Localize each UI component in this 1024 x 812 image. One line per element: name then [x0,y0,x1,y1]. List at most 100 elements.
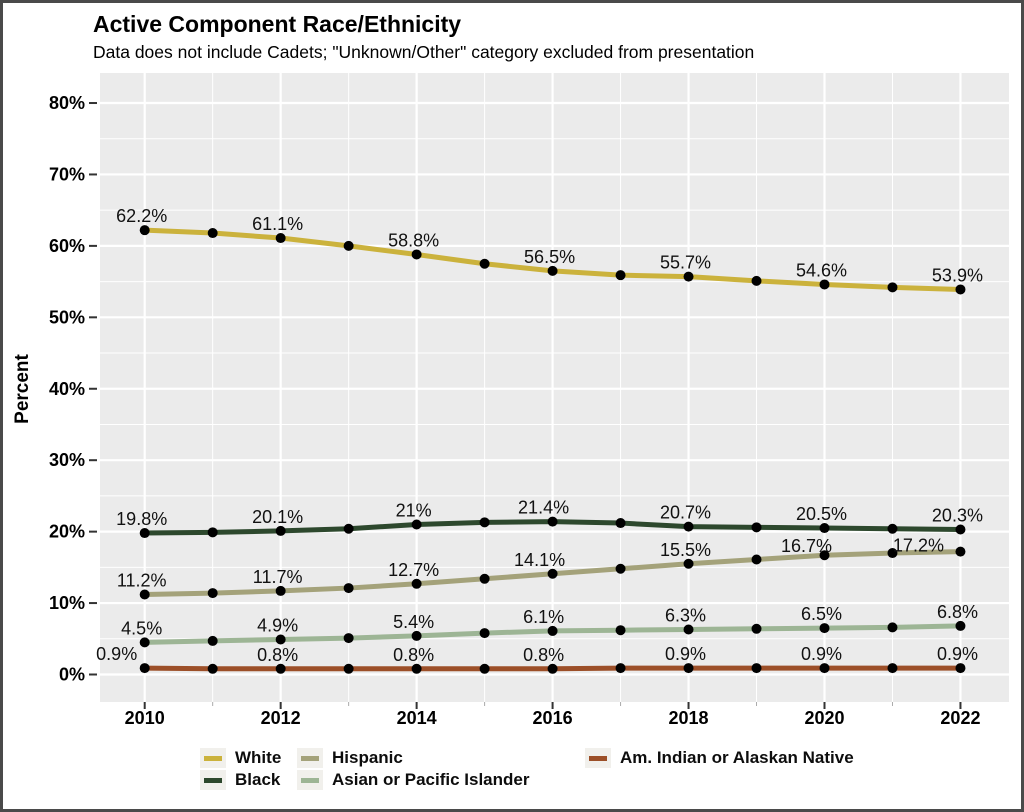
legend-item-label: Asian or Pacific Islander [332,770,530,789]
data-point [683,521,694,532]
data-point [207,635,218,646]
data-point [343,240,354,251]
data-point [207,527,218,538]
data-point [343,633,354,644]
y-tick-label: 10% [49,593,85,613]
legend-item-asian-or-pacific-islander: Asian or Pacific Islander [297,769,529,791]
data-label: 58.8% [388,230,439,250]
legend-column: Hispanic Asian or Pacific Islander [297,747,529,791]
data-point [615,663,626,674]
data-label: 6.1% [523,607,564,627]
labels-asian-or-pacific-islander: 4.5% 4.9% 5.4% 6.1% 6.3% 6.5% 6.8% [121,602,978,638]
data-label: 6.8% [937,602,978,622]
data-point [819,550,830,561]
data-label: 6.5% [801,604,842,624]
points-am-indian-or-alaskan-native [139,663,966,674]
chart-subtitle: Data does not include Cadets; "Unknown/O… [93,42,755,62]
x-tick-label: 2022 [940,708,980,728]
data-label: 20.3% [932,505,983,525]
data-point [751,554,762,565]
data-point [275,663,286,674]
y-tick-label: 0% [59,665,85,685]
data-point [411,519,422,530]
legend-key-line [204,755,222,761]
data-label: 20.5% [796,504,847,524]
legend-column: Am. Indian or Alaskan Native [585,747,854,769]
data-label: 16.7% [781,536,832,556]
points-hispanic [139,546,966,600]
data-point [887,548,898,559]
legend-key-swatch [297,770,323,790]
labels-hispanic: 11.2% 11.7% 12.7% 14.1% 15.5% 16.7% 17.2% [117,536,944,591]
legend-item-hispanic: Hispanic [297,747,529,769]
data-label: 53.9% [932,265,983,285]
data-label: 4.5% [121,618,162,638]
data-point [343,583,354,594]
x-tick-label: 2012 [261,708,301,728]
data-point [683,624,694,635]
data-point [955,546,966,557]
data-label: 19.8% [116,509,167,529]
data-label: 61.1% [252,214,303,234]
data-point [955,524,966,535]
data-label: 21.4% [518,498,569,518]
data-point [275,525,286,536]
data-point [547,568,558,579]
data-label: 54.6% [796,260,847,280]
data-point [819,523,830,534]
data-label: 0.9% [665,644,706,664]
data-point [411,630,422,641]
y-tick-label: 50% [49,307,85,327]
legend-item-label: Am. Indian or Alaskan Native [620,748,854,767]
points-black [139,516,966,539]
data-point [683,271,694,282]
data-point [683,663,694,674]
data-point [479,517,490,528]
data-label: 0.8% [523,645,564,665]
grid-major [100,73,1009,702]
legend-key-swatch [200,748,226,768]
data-label: 6.3% [665,605,706,625]
legend-key-line [301,777,319,783]
points-asian-or-pacific-islander [139,620,966,648]
plot-panel [100,73,1009,702]
legend-key-line [589,755,607,761]
data-point [819,279,830,290]
data-point [479,628,490,639]
data-point [275,233,286,244]
x-tick-label: 2014 [397,708,437,728]
x-tick-label: 2016 [533,708,573,728]
data-point [275,585,286,596]
data-point [411,249,422,260]
data-label: 56.5% [524,247,575,267]
data-label: 0.9% [96,644,137,664]
data-label: 55.7% [660,253,711,273]
x-tick-label: 2018 [669,708,709,728]
y-tick-label: 70% [49,164,85,184]
x-tick-label: 2010 [125,708,165,728]
data-point [139,528,150,539]
legend-item-am-indian-or-alaskan-native: Am. Indian or Alaskan Native [585,747,854,769]
data-point [887,282,898,293]
data-point [547,625,558,636]
data-point [887,663,898,674]
x-axis: 2010 2012 2014 2016 2018 2020 2022 [125,702,980,728]
data-point [479,663,490,674]
data-point [751,275,762,286]
data-label: 0.8% [393,645,434,665]
legend-key-swatch [200,770,226,790]
data-point [343,663,354,674]
data-point [751,623,762,634]
y-tick-label: 60% [49,236,85,256]
data-point [139,663,150,674]
data-point [207,663,218,674]
legend-item-label: Hispanic [332,748,403,767]
data-label: 17.2% [893,536,944,556]
data-point [547,516,558,527]
legend-item-label: Black [235,770,281,789]
data-label: 11.7% [253,567,303,587]
data-point [139,225,150,236]
data-point [615,563,626,574]
y-axis-title: Percent [12,353,33,423]
data-point [615,270,626,281]
